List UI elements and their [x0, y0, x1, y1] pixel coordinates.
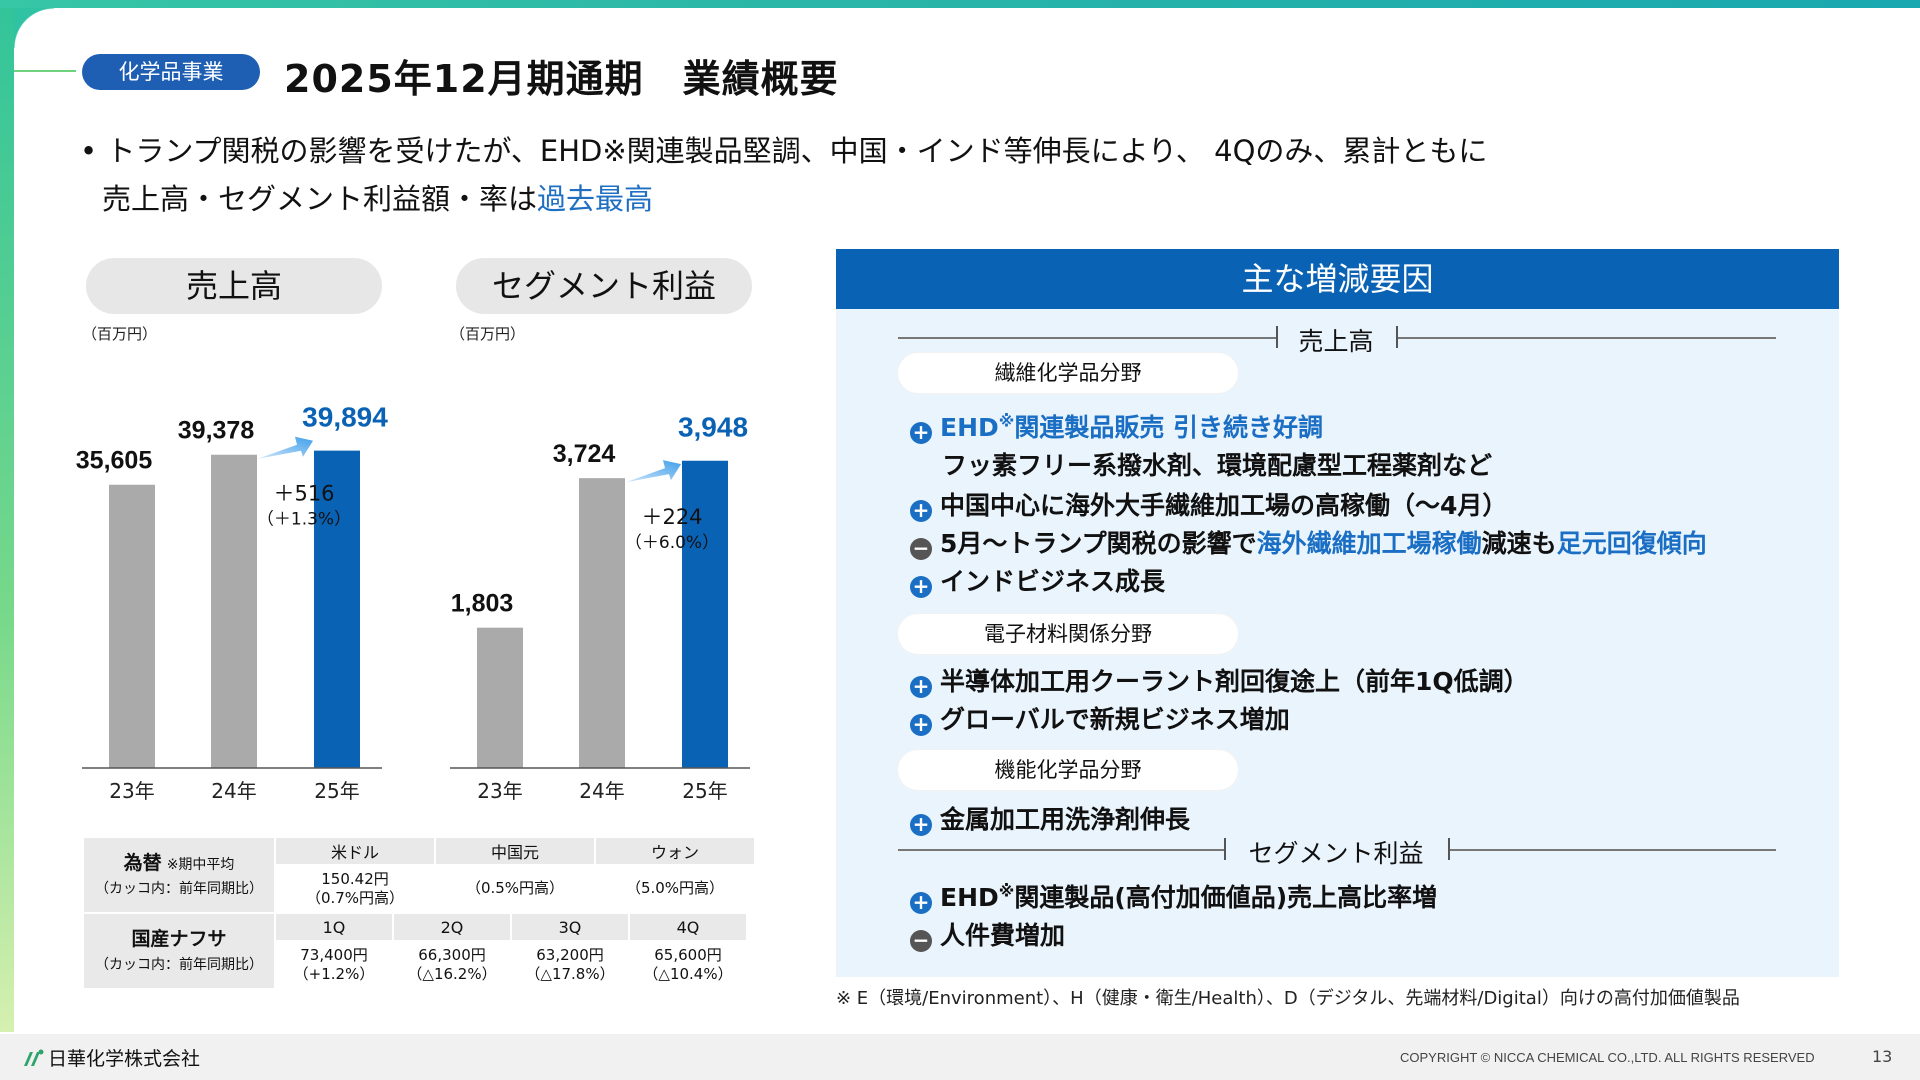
category-fiber: 繊維化学品分野 — [898, 353, 1238, 393]
x-tick-label: 23年 — [109, 779, 154, 803]
value-label: 39,894 — [302, 402, 388, 433]
fx-header-usd: 米ドル — [276, 838, 434, 864]
factor-fiber-2: + 中国中心に海外大手繊維加工場の高稼働（～4月） — [910, 486, 1507, 522]
plus-icon: + — [910, 422, 932, 444]
x-tick-label: 25年 — [682, 779, 727, 803]
factor-func-1: + 金属加工用洗浄剤伸長 — [910, 800, 1190, 836]
factor-fiber-4: + インドビジネス成長 — [910, 562, 1165, 598]
lead-line-2-text: 売上高・セグメント利益額・率は — [102, 182, 538, 216]
growth-arrow-icon — [626, 460, 681, 483]
naphtha-value-3q: 63,200円 （△17.8%） — [525, 945, 615, 984]
value-label: 3,948 — [678, 412, 748, 443]
naphtha-header-2q: 2Q — [394, 914, 510, 940]
naphtha-row-label: 国産ナフサ （カッコ内：前年同期比） — [84, 914, 274, 988]
profit-chart-title: セグメント利益 — [456, 258, 752, 314]
minus-icon: − — [910, 538, 932, 560]
sales-chart-title: 売上高 — [86, 258, 382, 314]
minus-icon: − — [910, 930, 932, 952]
delta-pct-label: （＋6.0%） — [625, 533, 719, 553]
naphtha-header-4q: 4Q — [630, 914, 746, 940]
x-tick-label: 24年 — [211, 779, 256, 803]
sales-bar-chart: 35,605 23年 39,378 24年 39,894 25年 ＋516 （＋1.3%） — [76, 402, 388, 803]
category-electronics: 電子材料関係分野 — [898, 614, 1238, 654]
plus-icon: + — [910, 892, 932, 914]
bar-24年 — [211, 454, 257, 768]
profit-section-tick-right — [1448, 838, 1450, 860]
factor-elec-1: + 半導体加工用クーラント剤回復途上（前年1Q低調） — [910, 662, 1529, 698]
page-title: 2025年12月期通期 業績概要 — [284, 57, 839, 101]
naphtha-value-1q: 73,400円 （+1.2%） — [293, 945, 375, 984]
segment-tag: 化学品事業 — [82, 54, 260, 90]
bar-23年 — [109, 484, 155, 768]
sales-section-tick-right — [1396, 326, 1398, 348]
factor-fiber-1: + EHD※関連製品販売 引き続き好調 — [910, 408, 1323, 444]
fx-naphtha-table: 為替 ※期中平均 （カッコ内：前年同期比） 米ドル 中国元 ウォン 150.42… — [82, 836, 756, 914]
copyright: COPYRIGHT © NICCA CHEMICAL CO.,LTD. ALL … — [1400, 1050, 1815, 1065]
factor-fiber-3: −5月～トランプ関税の影響で海外繊維加工場稼働減速も足元回復傾向 — [910, 524, 1707, 560]
fx-value-cny: （0.5%円高） — [465, 879, 565, 898]
nicca-logo-icon — [24, 1049, 44, 1066]
corner-decoration — [14, 8, 54, 48]
footnote: ※ E（環境/Environment）、H（健康・衛生/Health）、D（デジ… — [836, 988, 1740, 1009]
sales-unit-label: （百万円） — [82, 325, 158, 343]
profit-section-tick-left — [1224, 838, 1226, 860]
value-label: 35,605 — [76, 447, 153, 475]
fx-value-krw: （5.0%円高） — [625, 879, 725, 898]
factors-panel-title: 主な増減要因 — [836, 249, 1839, 309]
x-tick-label: 25年 — [314, 779, 359, 803]
naphtha-value-2q: 66,300円 （△16.2%） — [407, 945, 497, 984]
fx-row-label: 為替 ※期中平均 （カッコ内：前年同期比） — [84, 838, 274, 912]
profit-section-rule-left — [898, 849, 1224, 851]
factor-profit-2: − 人件費増加 — [910, 916, 1065, 952]
delta-label: ＋224 — [641, 505, 702, 529]
naphtha-header-3q: 3Q — [512, 914, 628, 940]
value-label: 1,803 — [451, 590, 514, 618]
delta-label: ＋516 — [273, 482, 334, 506]
sales-section-rule-left — [898, 337, 1276, 339]
sales-section-rule-right — [1398, 337, 1776, 339]
plus-icon: + — [910, 576, 932, 598]
profit-section-rule-right — [1450, 849, 1776, 851]
profit-bar-chart: 1,803 23年 3,724 24年 3,948 25年 ＋224 （＋6.0%） — [450, 412, 750, 803]
x-tick-label: 24年 — [579, 779, 624, 803]
lead-highlight: 過去最高 — [537, 182, 654, 216]
factor-elec-2: + グローバルで新規ビジネス増加 — [910, 700, 1290, 736]
company-logo: 日華化学株式会社 — [22, 1044, 200, 1071]
profit-section-label: セグメント利益 — [1248, 839, 1424, 868]
category-functional: 機能化学品分野 — [898, 750, 1238, 790]
naphtha-value-4q: 65,600円 （△10.4%） — [643, 945, 733, 984]
lead-line-1: • トランプ関税の影響を受けたが、EHD※関連製品堅調、中国・インド等伸長により… — [80, 134, 1488, 168]
growth-arrow-icon — [258, 436, 313, 459]
fx-header-cny: 中国元 — [436, 838, 594, 864]
footer-bar — [0, 1034, 1920, 1080]
plus-icon: + — [910, 500, 932, 522]
fx-value-usd: 150.42円 （0.7%円高） — [305, 869, 405, 908]
factor-profit-1: + EHD※関連製品(高付加価値品)売上高比率増 — [910, 878, 1437, 914]
profit-unit-label: （百万円） — [450, 325, 526, 343]
sales-section-label: 売上高 — [1298, 327, 1374, 356]
naphtha-table: 国産ナフサ （カッコ内：前年同期比） 1Q 2Q 3Q 4Q 73,400円 （+… — [82, 912, 748, 990]
title-accent-line — [14, 70, 76, 72]
factor-fiber-1-detail: フッ素フリー系撥水剤、環境配慮型工程薬剤など — [942, 451, 1493, 480]
bar-25年 — [314, 450, 360, 768]
delta-pct-label: （＋1.3%） — [257, 510, 351, 530]
lead-line-2: 売上高・セグメント利益額・率は過去最高 — [102, 176, 653, 218]
plus-icon: + — [910, 714, 932, 736]
sales-section-tick-left — [1276, 326, 1278, 348]
bar-25年 — [682, 460, 728, 768]
plus-icon: + — [910, 814, 932, 836]
plus-icon: + — [910, 676, 932, 698]
naphtha-header-1q: 1Q — [276, 914, 392, 940]
company-name: 日華化学株式会社 — [48, 1048, 201, 1070]
left-accent-bar — [0, 8, 14, 1032]
fx-header-krw: ウォン — [596, 838, 754, 864]
bar-23年 — [477, 627, 523, 768]
value-label: 39,378 — [178, 417, 255, 445]
top-accent-bar — [0, 0, 1920, 8]
x-tick-label: 23年 — [477, 779, 522, 803]
page-number: 13 — [1872, 1047, 1893, 1066]
bar-24年 — [579, 478, 625, 768]
value-label: 3,724 — [553, 440, 616, 468]
